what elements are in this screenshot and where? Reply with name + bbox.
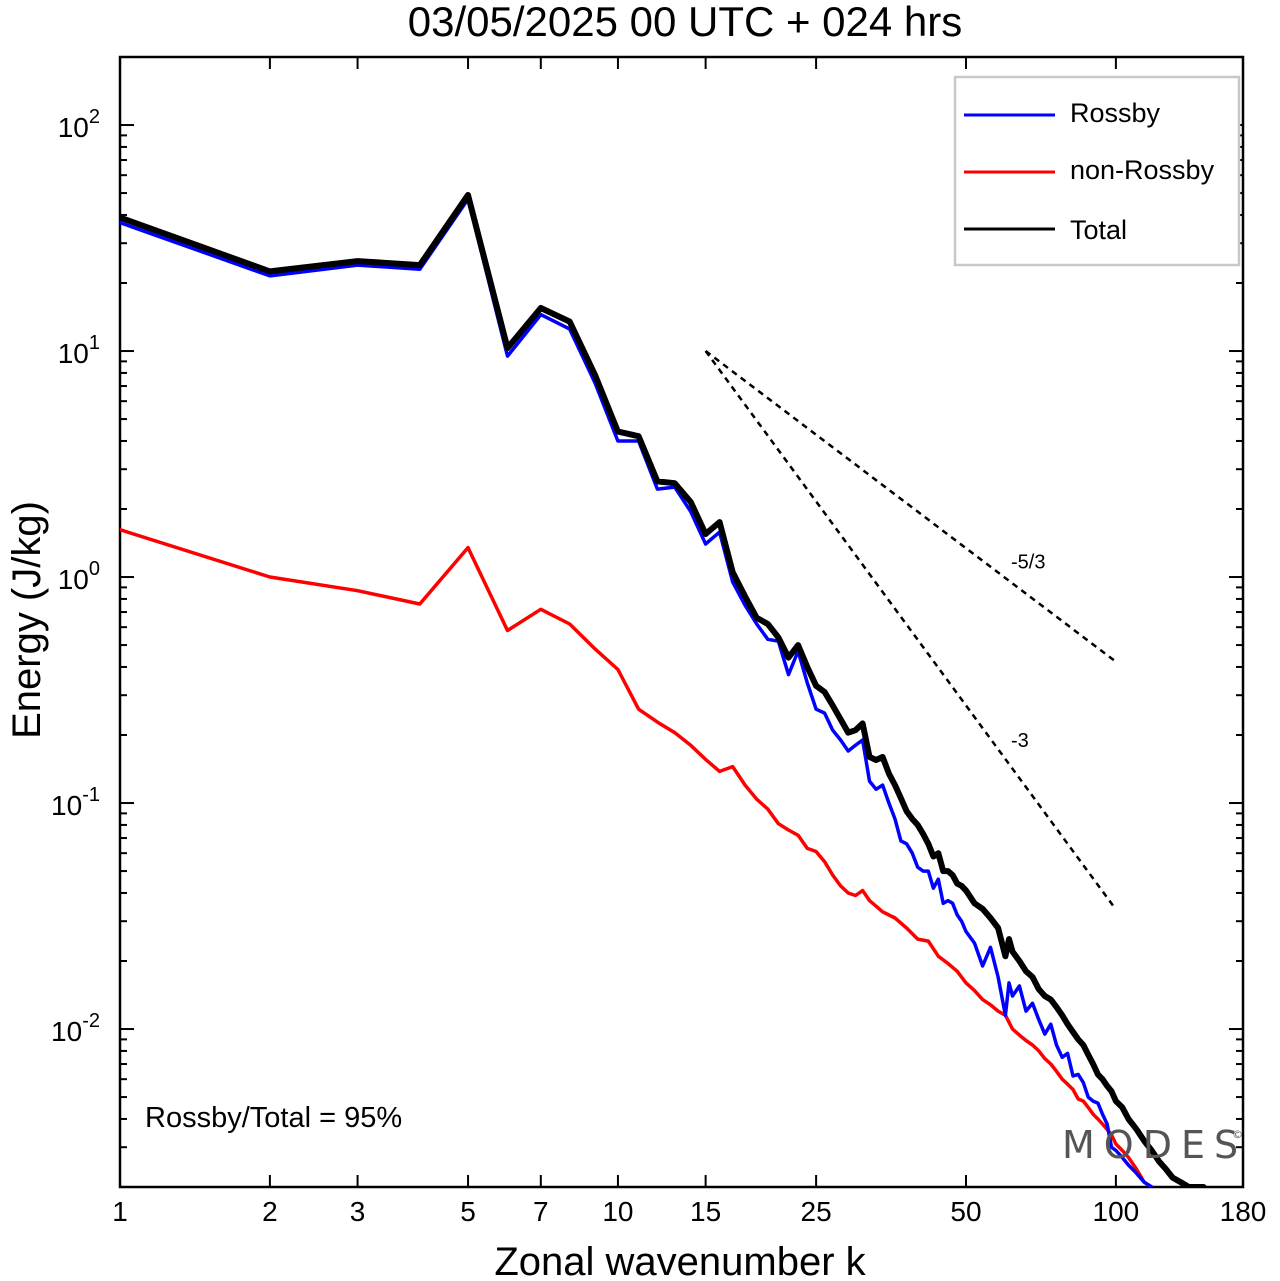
y-tick-exponent: 2 (89, 106, 100, 128)
y-tick-exponent: -2 (82, 1010, 100, 1032)
y-tick-label: 101 (58, 332, 100, 369)
x-tick-label: 180 (1220, 1196, 1267, 1227)
x-tick-label: 5 (460, 1196, 476, 1227)
series-layer (120, 192, 1207, 1187)
reference-slope-lines: -5/3 -3 (704, 350, 1117, 911)
series-line-rossby (120, 197, 1154, 1187)
x-tick-label: 10 (602, 1196, 633, 1227)
x-tick-label: 100 (1093, 1196, 1140, 1227)
y-tick-label: 102 (58, 106, 100, 143)
series-line-non-rossby (120, 527, 1154, 1187)
y-tick-exponent: 1 (89, 332, 100, 354)
rossby-ratio-annotation: Rossby/Total = 95% (145, 1102, 402, 1134)
x-tick-label: 3 (350, 1196, 366, 1227)
reference-line-label: -3 (1011, 730, 1029, 752)
legend-label-rossby: Rossby (1070, 98, 1161, 128)
y-tick-label: 100 (58, 558, 100, 595)
legend: Rossby non-Rossby Total (953, 75, 1241, 267)
reference-line-label: -5/3 (1011, 551, 1045, 573)
x-tick-label: 15 (690, 1196, 721, 1227)
x-tick-label: 1 (112, 1196, 128, 1227)
x-tick-label: 2 (262, 1196, 278, 1227)
x-tick-label: 50 (950, 1196, 981, 1227)
y-tick-exponent: 0 (89, 558, 100, 580)
x-axis-ticks: 1 2 3 5 7 10 15 25 50 100 180 (112, 57, 1266, 1227)
y-axis-label: Energy (J/kg) (5, 501, 49, 739)
legend-label-total: Total (1070, 215, 1127, 245)
plot-frame (118, 55, 1245, 1189)
modes-watermark: MODES (1062, 1123, 1247, 1167)
x-tick-label: 7 (533, 1196, 549, 1227)
x-axis-label: Zonal wavenumber k (494, 1240, 866, 1281)
legend-label-non-rossby: non-Rossby (1070, 155, 1215, 185)
y-tick-label: 10-1 (51, 784, 100, 821)
y-tick-label: 10-2 (51, 1010, 100, 1047)
reference-line-minus-5-3 (704, 350, 1117, 663)
x-tick-label: 25 (801, 1196, 832, 1227)
chart-title: 03/05/2025 00 UTC + 024 hrs (408, 0, 963, 45)
y-tick-exponent: -1 (82, 784, 100, 806)
reference-line-minus-3 (704, 350, 1117, 911)
series-line-total (120, 192, 1207, 1187)
watermark-copyright-mark: © (1232, 1128, 1243, 1141)
